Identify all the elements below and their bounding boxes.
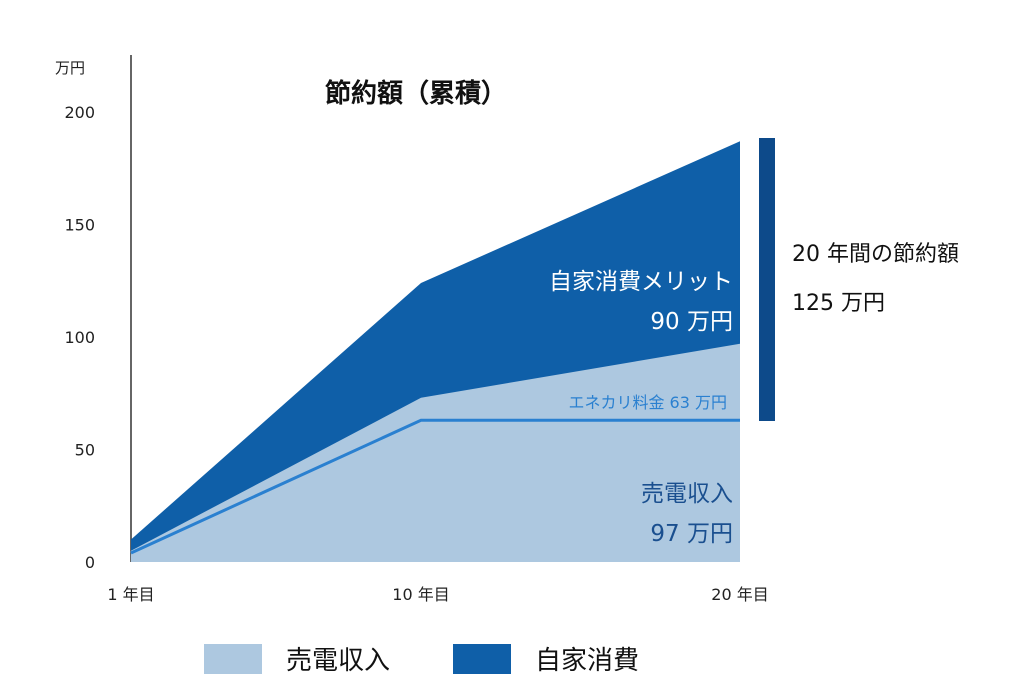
total-savings-bracket — [759, 138, 775, 421]
x-tick-label: 1 年目 — [107, 585, 154, 604]
y-axis-ticks: 0 50 100 150 200 — [64, 103, 95, 572]
y-tick-label: 200 — [64, 103, 95, 122]
y-tick-label: 50 — [75, 441, 95, 460]
legend: 売電収入 自家消費 — [0, 640, 1019, 680]
total-savings-label: 20 年間の節約額 — [792, 242, 959, 267]
chart-title: 節約額（累積） — [325, 78, 507, 109]
legend-swatch-self-consumption — [453, 643, 511, 674]
annotation-sales-label: 売電収入 — [641, 481, 733, 507]
x-axis-ticks: 1 年目 10 年目 20 年目 — [107, 585, 768, 604]
annotation-self-consumption-value: 90 万円 — [650, 309, 733, 335]
series-area-sales — [131, 343, 740, 562]
y-tick-label: 150 — [64, 216, 95, 235]
x-tick-label: 10 年目 — [392, 585, 449, 604]
annotation-sales-value: 97 万円 — [650, 521, 733, 547]
y-unit-label: 万円 — [55, 59, 85, 77]
legend-label-sales: 売電収入 — [286, 646, 391, 676]
annotation-fee-line: エネカリ料金 63 万円 — [568, 393, 727, 412]
legend-item-sales: 売電収入 — [204, 640, 390, 677]
legend-item-self-consumption: 自家消費 — [453, 640, 639, 677]
y-tick-label: 0 — [85, 553, 95, 572]
chart: 万円 0 50 100 150 200 節約額（累積） 1 年目 10 年目 20 年目 自… — [55, 55, 959, 604]
legend-swatch-sales — [204, 643, 262, 674]
annotation-self-consumption-label: 自家消費メリット — [549, 269, 733, 295]
legend-label-self-consumption: 自家消費 — [535, 646, 640, 676]
total-savings-value: 125 万円 — [792, 291, 885, 316]
x-tick-label: 20 年目 — [711, 585, 768, 604]
y-tick-label: 100 — [64, 328, 95, 347]
series-line-fee — [130, 418, 740, 555]
